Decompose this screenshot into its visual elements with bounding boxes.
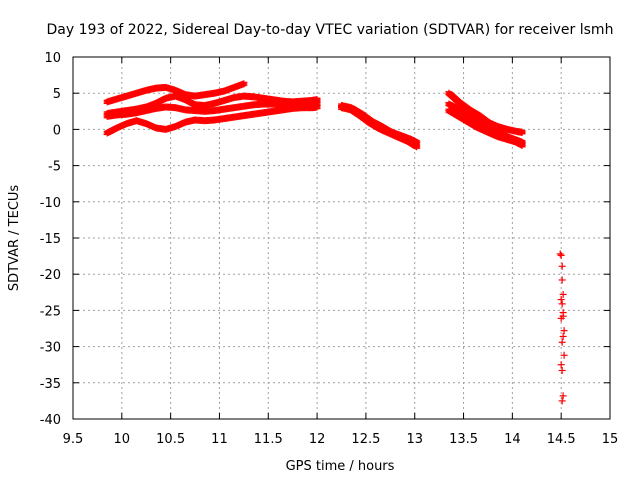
chart-title: Day 193 of 2022, Sidereal Day-to-day VTE…	[47, 22, 614, 38]
x-tick-labels: 9.5 10 10.5 11 11.5 12 12.5 13 13.5 14 14.5 15	[63, 432, 619, 447]
y-tick-label: -10	[40, 196, 61, 211]
y-tick-label: 10	[44, 51, 61, 66]
point-track-10	[558, 397, 566, 405]
point-track-10	[556, 250, 564, 258]
point-track-1	[240, 80, 248, 88]
point-track-4	[313, 103, 321, 111]
x-tick-label: 12	[309, 432, 326, 447]
x-tick-label: 9.5	[63, 432, 84, 447]
y-tick-label: 5	[53, 87, 61, 102]
y-tick-label: 0	[53, 123, 61, 138]
x-tick-label: 11	[211, 432, 228, 447]
point-track-9	[518, 141, 526, 149]
point-track-7	[518, 128, 526, 136]
point-track-10	[558, 262, 566, 270]
x-tick-label: 11.5	[254, 432, 283, 447]
point-track-10	[557, 251, 565, 259]
point-track-10	[558, 338, 566, 346]
data-points	[103, 80, 568, 405]
point-track-10	[559, 312, 567, 320]
point-track-10	[558, 300, 566, 308]
point-track-10	[559, 392, 567, 400]
point-track-6	[413, 143, 421, 151]
y-tick-labels: 10 5 0 -5 -10 -15 -20 -25 -30 -35 -40	[40, 51, 61, 428]
y-tick-label: -20	[40, 268, 61, 283]
x-tick-label: 10	[114, 432, 131, 447]
y-tick-label: -5	[48, 160, 61, 175]
y-tick-label: -30	[40, 341, 61, 356]
point-track-10	[559, 290, 567, 298]
x-tick-label: 14.5	[547, 432, 576, 447]
point-track-10	[560, 351, 568, 359]
point-track-10	[560, 327, 568, 335]
y-tick-label: -40	[40, 413, 61, 428]
x-tick-label: 13	[406, 432, 423, 447]
y-tick-label: -35	[40, 377, 61, 392]
point-track-10	[558, 366, 566, 374]
x-tick-label: 13.5	[449, 432, 478, 447]
y-tick-label: -25	[40, 304, 61, 319]
point-track-10	[557, 361, 565, 369]
x-tick-label: 14	[504, 432, 521, 447]
point-track-10	[557, 296, 565, 304]
y-axis-label: SDTVAR / TECUs	[7, 185, 22, 292]
y-tick-label: -15	[40, 232, 61, 247]
x-tick-label: 15	[602, 432, 619, 447]
axis-ticks	[72, 56, 611, 420]
x-tick-label: 12.5	[351, 432, 380, 447]
x-tick-label: 10.5	[156, 432, 185, 447]
point-track-10	[558, 276, 566, 284]
x-axis-label: GPS time / hours	[286, 459, 395, 474]
point-track-10	[559, 332, 567, 340]
